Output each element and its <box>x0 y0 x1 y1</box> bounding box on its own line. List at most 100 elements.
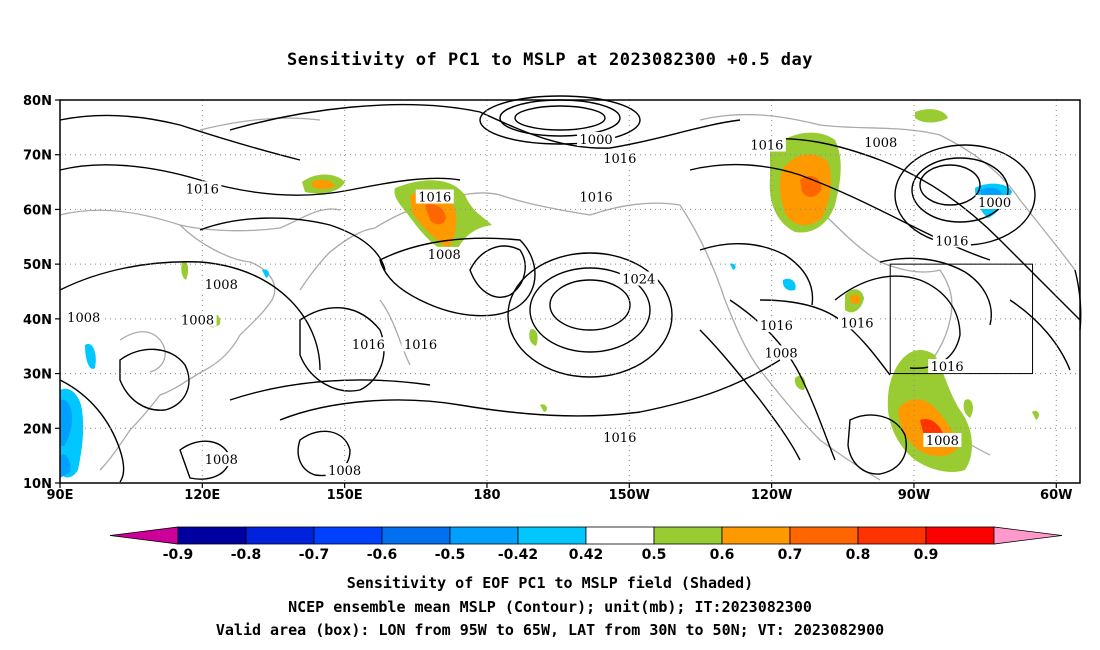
colorbar-label: 0.42 <box>569 547 604 563</box>
contour-label: 1016 <box>418 190 451 205</box>
contour-label: 1016 <box>580 190 613 205</box>
contour-label: 1016 <box>404 338 437 353</box>
longitude-axis: 90E 120E 150E 180 150W 120W 90W 60W <box>47 483 1072 503</box>
latitude-axis: 80N 70N 60N 50N 40N 30N 20N 10N <box>23 94 60 492</box>
shade-positive <box>540 404 547 412</box>
contour-label: 1016 <box>931 360 964 375</box>
contour-label-bg <box>577 189 616 204</box>
contour-label: 1008 <box>864 136 897 151</box>
contour-labels: 1000 1016 1016 1016 1016 1016 1008 1000 1016 1008… <box>64 132 1014 479</box>
contour-label-bg <box>757 318 796 333</box>
contour-label: 1008 <box>205 278 238 293</box>
lon-tick-label: 180 <box>473 488 500 503</box>
caption-contour: NCEP ensemble mean MSLP (Contour); unit(… <box>288 598 812 616</box>
contour-label: 1000 <box>580 133 613 148</box>
contour-label-bg <box>415 189 454 204</box>
colorbar-label: -0.9 <box>163 547 194 563</box>
contour-label: 1016 <box>186 182 219 197</box>
colorbar-swatch <box>449 526 519 545</box>
colorbar-label: 0.5 <box>642 547 667 563</box>
colorbar-label: -0.42 <box>498 547 538 563</box>
shade-negative <box>782 278 796 291</box>
colorbar-swatch <box>517 526 587 545</box>
caption-shading: Sensitivity of EOF PC1 to MSLP field (Sh… <box>346 574 754 592</box>
colorbar-swatch <box>857 526 927 545</box>
contour-label-bg <box>325 463 364 478</box>
valid-area-box <box>889 263 1034 375</box>
lat-tick-label: 70N <box>23 149 52 164</box>
shade-positive <box>915 109 948 123</box>
colorbar: -0.9 -0.8 -0.7 -0.6 -0.5 -0.42 0.42 0.5 0.6 0.7 0.… <box>109 526 1063 563</box>
colorbar-label: -0.5 <box>435 547 466 563</box>
contour-label: 1016 <box>603 152 636 167</box>
colorbar-high-arrow <box>993 526 1063 545</box>
contour-label: 1016 <box>352 338 385 353</box>
contour-label: 1008 <box>765 346 798 361</box>
contour-label-bg <box>600 430 639 445</box>
lon-tick-label: 150E <box>327 488 363 503</box>
colorbar-label: 0.9 <box>914 547 939 563</box>
colorbar-swatch <box>245 526 315 545</box>
lat-tick-label: 10N <box>23 477 52 492</box>
colorbar-swatch <box>789 526 859 545</box>
contour-label-bg <box>975 194 1014 209</box>
contour-label-bg <box>202 452 241 467</box>
shade-positive-core <box>312 179 335 189</box>
contour-label: 1016 <box>750 139 783 154</box>
shade-negative-core <box>60 454 71 478</box>
contour-label: 1008 <box>67 311 100 326</box>
contour-label: 1024 <box>622 273 655 288</box>
contour-label: 1016 <box>603 431 636 446</box>
contour-label: 1008 <box>181 314 214 329</box>
colorbar-swatch <box>177 526 247 545</box>
lat-tick-label: 30N <box>23 368 52 383</box>
map-frame <box>59 99 1081 484</box>
colorbar-swatch <box>313 526 383 545</box>
lon-tick-label: 150W <box>609 488 650 503</box>
contour-label-bg <box>349 337 388 352</box>
lat-tick-label: 40N <box>23 313 52 328</box>
contour-label: 1016 <box>840 316 873 331</box>
lon-tick-label: 90W <box>898 488 930 503</box>
contour-label-bg <box>619 271 658 286</box>
colorbar-swatch <box>653 526 723 545</box>
contour-label: 1016 <box>760 319 793 334</box>
contour-label-bg <box>838 315 877 330</box>
contour-label: 1008 <box>205 453 238 468</box>
colorbar-low-arrow <box>109 526 179 545</box>
contour-label-bg <box>932 233 971 248</box>
contour-label-bg <box>183 181 222 196</box>
shade-negative <box>262 269 269 278</box>
contour-label-bg <box>64 309 103 324</box>
lon-tick-label: 120W <box>751 488 792 503</box>
shade-negative-core <box>60 399 72 446</box>
lat-tick-label: 60N <box>23 203 52 218</box>
lat-tick-label: 20N <box>23 422 52 437</box>
shade-positive <box>963 399 973 418</box>
contour-label-bg <box>178 312 217 327</box>
contour-label-bg <box>747 137 786 152</box>
mslp-contours <box>59 95 1082 483</box>
contour-label-bg <box>762 345 801 360</box>
contour-label-bg <box>577 132 616 147</box>
shade-negative <box>85 343 96 369</box>
contour-label-bg <box>401 337 440 352</box>
shade-positive <box>1032 410 1039 420</box>
shade-positive <box>181 261 189 280</box>
contour-label-bg <box>425 246 464 261</box>
contour-label: 1008 <box>926 434 959 449</box>
colorbar-swatch <box>381 526 451 545</box>
lat-tick-label: 50N <box>23 258 52 273</box>
colorbar-label: 0.8 <box>846 547 871 563</box>
contour-label: 1016 <box>935 234 968 249</box>
contour-label: 1008 <box>328 464 361 479</box>
lon-tick-label: 60W <box>1040 488 1072 503</box>
contour-label-bg <box>861 134 900 149</box>
colorbar-label: 0.7 <box>778 547 803 563</box>
lon-tick-label: 120E <box>184 488 220 503</box>
contour-label-bg <box>923 432 962 447</box>
caption-valid-area: Valid area (box): LON from 95W to 65W, L… <box>215 621 885 639</box>
contour-label-bg <box>600 151 639 166</box>
colorbar-label: -0.8 <box>231 547 262 563</box>
